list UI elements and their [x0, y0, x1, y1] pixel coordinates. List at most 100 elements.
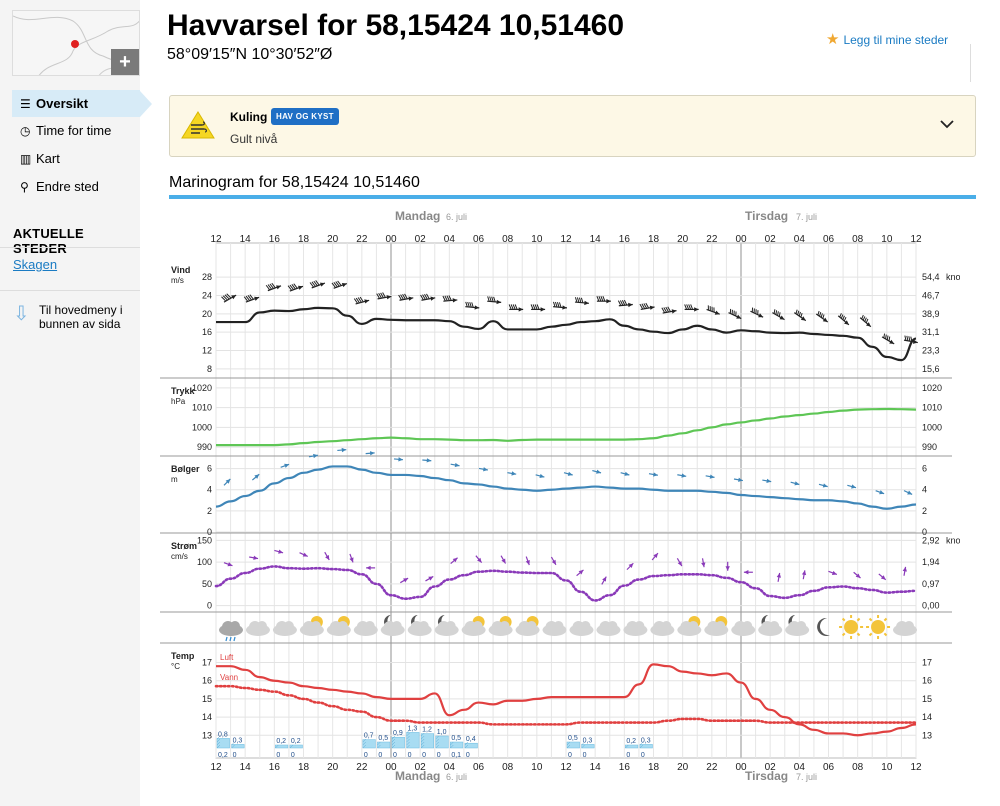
precipitation-min-label: 0 [364, 752, 368, 759]
wind-barb [904, 335, 907, 341]
divider [0, 290, 140, 291]
location-dot-icon [71, 40, 79, 48]
precipitation-hatch [231, 744, 235, 749]
wind-barb [357, 297, 362, 303]
wind-barb [287, 285, 293, 291]
bottom-menu-link[interactable]: ⇩ Til hovedmeny i bunnen av sida [13, 303, 138, 331]
sidebar-item-change-location[interactable]: ⚲ Endre sted [12, 173, 140, 200]
precipitation-label: 0,5 [378, 735, 388, 742]
current-place-link[interactable]: Skagen [13, 257, 58, 272]
wind-barb [493, 296, 496, 303]
day-date-label: 6. juli [446, 772, 467, 782]
arrow-head [302, 552, 308, 557]
wave-arrow [762, 478, 772, 483]
wind-barb [600, 295, 604, 302]
cloud-icon [596, 621, 621, 636]
x-tick-label: 14 [590, 762, 602, 773]
y-tick-label: 28 [202, 272, 212, 282]
wind-barb [446, 295, 450, 301]
wave-arrow [535, 473, 545, 479]
series-line [216, 306, 917, 362]
mini-map[interactable]: + [12, 10, 140, 76]
x-tick-label: 12 [560, 762, 572, 773]
wind-barb [580, 297, 584, 303]
current-places-heading: AKTUELLE STEDER [13, 226, 84, 256]
precipitation-hatch [435, 735, 439, 740]
rain-drop [229, 636, 232, 642]
wind-barb [906, 335, 909, 341]
precipitation-label: 0,9 [393, 730, 403, 737]
precipitation-min-label: 0,1 [451, 752, 461, 759]
x-tick-label: 20 [327, 234, 339, 245]
y-tick-label: 1020 [192, 383, 212, 393]
arrow-head [225, 478, 231, 484]
precipitation-hatch [406, 729, 410, 734]
arrow-head [912, 339, 918, 344]
precipitation-min-label: 0 [408, 752, 412, 759]
wind-barb [226, 293, 232, 299]
precipitation-label: 1,0 [437, 729, 447, 736]
precipitation-hatch [362, 738, 367, 743]
cloud-shape [634, 621, 645, 631]
wave-arrow [308, 453, 318, 459]
precipitation-hatch [216, 741, 221, 746]
wind-arrow [465, 301, 480, 310]
arrow-head [879, 490, 885, 495]
precipitation-fill [231, 744, 245, 749]
x-tick-label: 00 [385, 234, 397, 245]
sidebar-item-map[interactable]: ▥ Kart [12, 145, 140, 172]
chevron-down-icon[interactable] [939, 118, 955, 130]
sidebar-item-overview[interactable]: ☰ Oversikt [12, 90, 140, 117]
y-tick-label: 20 [202, 309, 212, 319]
wind-barb [865, 318, 869, 324]
star-icon: ★ [826, 31, 840, 48]
wind-barb [530, 304, 534, 310]
arrow-head [398, 457, 403, 462]
current-arrow [525, 556, 530, 566]
arrow-head [562, 305, 567, 310]
precipitation-fill [289, 744, 303, 749]
precipitation-min-label: 0 [422, 752, 426, 759]
wind-barb [798, 311, 801, 317]
cloud-icon [731, 621, 756, 636]
warning-banner[interactable]: Kuling HAV OG KYST Gult nivå [169, 95, 976, 157]
x-tick-label: 04 [794, 762, 806, 773]
precipitation-min-label: 0 [291, 752, 295, 759]
precipitation-hatch [406, 738, 410, 743]
map-expand-button[interactable]: + [111, 49, 139, 75]
wind-barb [908, 336, 911, 342]
wave-arrow [280, 463, 290, 468]
panel-unit: °C [171, 662, 180, 671]
arrow-head [525, 560, 530, 566]
precipitation-fill [464, 742, 478, 749]
wind-barb [665, 306, 670, 313]
precipitation-bar [377, 741, 391, 749]
precipitation-hatch [377, 744, 381, 749]
arrow-head [714, 310, 720, 315]
cloud-shape [256, 621, 267, 631]
panel-unit: m/s [171, 276, 184, 285]
wind-barb [639, 303, 644, 310]
wind-barb [271, 282, 276, 289]
sun-disc [844, 620, 859, 634]
right-unit: knop [946, 535, 960, 545]
location-pin-icon: ⚲ [20, 180, 29, 194]
sidebar-item-hourly[interactable]: ◷ Time for time [12, 117, 140, 144]
moon-cloud-icon [380, 615, 405, 636]
arrow-head [880, 575, 886, 580]
wave-arrow [620, 471, 630, 476]
precipitation-label: 0,3 [583, 737, 593, 744]
precipitation-bar [406, 729, 420, 749]
cloud-shape [445, 621, 456, 631]
wind-barb [661, 307, 666, 313]
sun-ray [841, 617, 846, 622]
y2-tick-label: 15,6 [922, 364, 940, 374]
add-to-my-places-button[interactable]: ★ Legg til mine steder [826, 30, 948, 48]
sidebar-item-label: Time for time [36, 123, 112, 138]
cloud-shape [553, 621, 564, 631]
precipitation-bar [450, 741, 464, 749]
coordinates: 58°09′15″N 10°30′52″Ø [167, 46, 333, 63]
wind-barb [489, 296, 492, 302]
precipitation-label: 0,2 [626, 738, 636, 745]
wind-barb [777, 311, 779, 316]
